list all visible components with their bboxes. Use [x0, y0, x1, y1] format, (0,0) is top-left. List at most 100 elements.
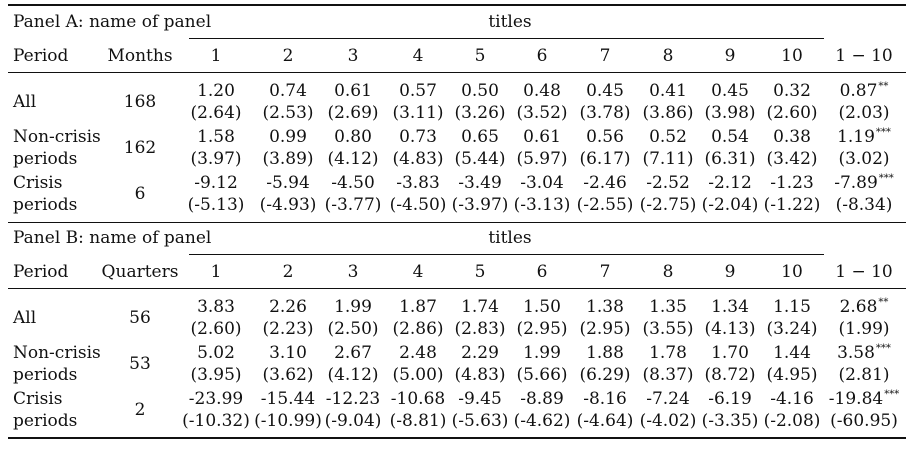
coef-value: 0.32 [773, 81, 811, 101]
coef-value: 0.50 [461, 81, 499, 101]
column-header: 1 − 10 [835, 262, 893, 282]
t-stat: (1.99) [838, 319, 890, 339]
t-stat: (-4.93) [259, 195, 317, 215]
coef-value: 0.65 [461, 127, 499, 147]
t-stat: (-8.81) [389, 411, 447, 431]
t-stat: (3.11) [392, 103, 444, 123]
t-stat: (3.52) [516, 103, 568, 123]
t-stat: (-3.13) [513, 195, 571, 215]
column-header: 6 [536, 46, 548, 66]
t-stat: (3.97) [190, 149, 242, 169]
coef-value: 0.73 [399, 127, 437, 147]
coef-value: 2.68** [839, 297, 889, 317]
coef-value: -12.23 [325, 389, 381, 409]
coef-value: -6.19 [708, 389, 752, 409]
t-stat: (4.83) [392, 149, 444, 169]
t-stat: (3.89) [262, 149, 314, 169]
coef-value: 0.54 [711, 127, 749, 147]
t-stat: (2.69) [327, 103, 379, 123]
row-label: Non-crisis [13, 127, 101, 147]
column-header: 10 [781, 46, 803, 66]
header-rule [8, 288, 906, 289]
t-stat: (-2.04) [701, 195, 759, 215]
t-stat: (-2.55) [576, 195, 634, 215]
t-stat: (2.23) [262, 319, 314, 339]
coef-value: 0.41 [649, 81, 687, 101]
column-header: 5 [474, 46, 486, 66]
significance-stars: ** [878, 81, 889, 92]
coef-value: -4.16 [770, 389, 814, 409]
row-label: periods [13, 195, 78, 215]
column-header: 4 [412, 46, 424, 66]
significance-stars: *** [875, 127, 891, 138]
coef-value: 0.56 [586, 127, 624, 147]
t-stat: (6.31) [704, 149, 756, 169]
t-stat: (8.37) [642, 365, 694, 385]
t-stat: (-5.63) [451, 411, 509, 431]
coef-value: -2.46 [583, 173, 627, 193]
t-stat: (3.02) [838, 149, 890, 169]
coef-value: -8.16 [583, 389, 627, 409]
t-stat: (2.95) [579, 319, 631, 339]
coef-value: 1.99 [523, 343, 561, 363]
significance-stars: *** [884, 389, 900, 400]
panel-title: Panel A: name of panel [13, 12, 212, 32]
coef-value: 1.78 [649, 343, 687, 363]
t-stat: (4.83) [454, 365, 506, 385]
row-count: 56 [129, 308, 151, 328]
t-stat: (-5.13) [187, 195, 245, 215]
group-underline [189, 38, 824, 39]
t-stat: (5.97) [516, 149, 568, 169]
group-underline [189, 254, 824, 255]
t-stat: (-3.77) [324, 195, 382, 215]
t-stat: (8.72) [704, 365, 756, 385]
coef-value: -4.50 [331, 173, 375, 193]
row-label: Crisis [13, 389, 63, 409]
coef-value: -2.52 [646, 173, 690, 193]
t-stat: (6.17) [579, 149, 631, 169]
coef-value: -3.49 [458, 173, 502, 193]
t-stat: (-9.04) [324, 411, 382, 431]
t-stat: (6.29) [579, 365, 631, 385]
t-stat: (7.11) [642, 149, 694, 169]
column-header: 2 [282, 46, 294, 66]
t-stat: (3.98) [704, 103, 756, 123]
t-stat: (3.26) [454, 103, 506, 123]
column-header: 9 [724, 262, 736, 282]
coef-value: -23.99 [188, 389, 244, 409]
top-rule [8, 4, 906, 6]
coef-value: 0.48 [523, 81, 561, 101]
column-header: 1 [210, 46, 222, 66]
t-stat: (4.95) [766, 365, 818, 385]
coef-value: -9.45 [458, 389, 502, 409]
coef-value: 1.35 [649, 297, 687, 317]
t-stat: (-4.50) [389, 195, 447, 215]
coef-value: -2.12 [708, 173, 752, 193]
t-stat: (4.13) [704, 319, 756, 339]
t-stat: (-4.62) [513, 411, 571, 431]
significance-stars: *** [875, 343, 891, 354]
coef-value: 0.87** [839, 81, 889, 101]
coef-value: 1.44 [773, 343, 811, 363]
t-stat: (3.95) [190, 365, 242, 385]
coef-value: -7.24 [646, 389, 690, 409]
column-header: 10 [781, 262, 803, 282]
t-stat: (5.66) [516, 365, 568, 385]
coef-value: -1.23 [770, 173, 814, 193]
t-stat: (3.24) [766, 319, 818, 339]
coef-value: 2.29 [461, 343, 499, 363]
coef-value: 0.57 [399, 81, 437, 101]
column-header: 7 [599, 262, 611, 282]
coef-value: 1.34 [711, 297, 749, 317]
bottom-rule [8, 437, 906, 439]
significance-stars: ** [878, 297, 889, 308]
t-stat: (-3.35) [701, 411, 759, 431]
coef-value: 1.87 [399, 297, 437, 317]
column-header: 7 [599, 46, 611, 66]
t-stat: (2.64) [190, 103, 242, 123]
coef-value: -7.89*** [834, 173, 894, 193]
coef-value: 3.83 [197, 297, 235, 317]
t-stat: (2.03) [838, 103, 890, 123]
row-count: 2 [134, 400, 146, 420]
